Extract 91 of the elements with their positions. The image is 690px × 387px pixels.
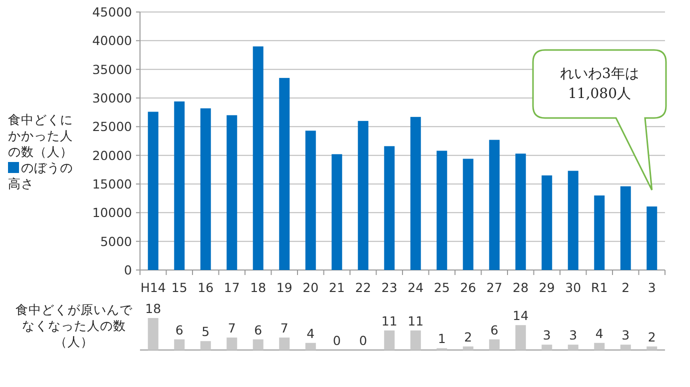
data-label: 0 (332, 333, 341, 348)
x-tick-label: 3 (648, 280, 656, 295)
x-tick-label: 24 (408, 280, 424, 295)
y-tick-label: 30000 (92, 90, 132, 106)
bar (542, 175, 552, 270)
bar (305, 130, 316, 270)
data-label: 3 (622, 328, 630, 343)
x-tick-label: 29 (538, 280, 555, 295)
bar (568, 170, 578, 270)
bar (542, 344, 552, 350)
bar (462, 346, 474, 350)
bar (489, 140, 500, 270)
data-label: 7 (228, 320, 236, 336)
bar (200, 341, 211, 350)
bar (410, 330, 421, 350)
bar (568, 344, 578, 350)
data-label: 4 (595, 326, 604, 341)
bar (279, 78, 290, 270)
annotation: れいわ3年は 11,080人 (559, 65, 640, 104)
x-tick-label: R1 (591, 280, 608, 295)
data-label: 14 (512, 308, 529, 324)
x-tick-label: 16 (198, 280, 214, 295)
data-label: 4 (306, 326, 315, 341)
bar (489, 339, 500, 350)
data-label: 5 (202, 324, 210, 340)
data-label: 1 (438, 331, 446, 346)
x-tick-label: 18 (250, 280, 266, 295)
y-tick-label: 15000 (92, 176, 132, 192)
bar (148, 318, 158, 350)
data-label: 2 (648, 329, 656, 344)
x-tick-label: 27 (486, 280, 502, 295)
y-tick-label: 10000 (92, 205, 132, 220)
bar (515, 325, 526, 350)
bar (200, 108, 211, 270)
legend-label: のぼうの高さ (8, 160, 73, 191)
data-label: 0 (359, 333, 368, 348)
data-label: 6 (175, 322, 184, 338)
data-label: 3 (569, 328, 578, 343)
y-axis-title: 食中どくにかかった人の数（人） (8, 112, 74, 160)
data-label: 6 (490, 322, 498, 338)
y-tick-label: 0 (124, 262, 132, 278)
bar (646, 206, 658, 270)
bar (226, 115, 238, 270)
bar (174, 101, 185, 270)
y-tick-label: 5000 (100, 234, 132, 249)
x-tick-label: 30 (565, 280, 582, 295)
bar (646, 346, 658, 350)
data-label: 11 (381, 313, 398, 328)
x-tick-label: 22 (355, 280, 372, 295)
bar (620, 344, 631, 350)
bar (462, 158, 474, 270)
bar (279, 338, 290, 350)
bar (305, 342, 316, 350)
data-label: 3 (542, 328, 551, 343)
data-label: 2 (464, 329, 472, 344)
x-tick-label: 21 (328, 280, 345, 295)
x-tick-label: 25 (434, 280, 450, 295)
data-label: 11 (408, 313, 424, 328)
bar (226, 338, 238, 350)
bar (436, 150, 448, 270)
x-tick-label: 17 (224, 280, 240, 295)
data-label: 7 (280, 320, 288, 336)
x-tick-label: 2 (622, 280, 630, 295)
y-tick-label: 35000 (92, 62, 132, 77)
bar (515, 154, 526, 270)
x-tick-label: 15 (171, 280, 188, 295)
bar (594, 342, 605, 350)
bar (410, 116, 421, 270)
y-axis-title: 食中どくが原いんでなくなった人の数（人） (14, 302, 134, 350)
x-tick-label: 23 (381, 280, 398, 295)
x-tick-label: 19 (276, 280, 292, 295)
x-tick-label: 20 (302, 280, 319, 295)
y-tick-label: 20000 (92, 148, 132, 163)
x-tick-label: 26 (460, 280, 476, 295)
data-label: 18 (145, 301, 162, 316)
bar (252, 339, 264, 350)
y-tick-label: 25000 (92, 119, 132, 134)
bar (332, 154, 342, 270)
bar (594, 195, 605, 270)
x-tick-label: 28 (512, 280, 529, 295)
bar (148, 112, 158, 270)
y-tick-label: 40000 (92, 33, 132, 48)
bar (384, 330, 395, 350)
bar (174, 339, 185, 350)
y-tick-label: 45000 (92, 4, 132, 20)
bar (358, 120, 368, 270)
bar (620, 186, 631, 270)
data-label: 6 (254, 322, 262, 338)
bar (384, 146, 395, 270)
x-tick-label: H14 (140, 280, 166, 295)
bar (252, 46, 264, 270)
